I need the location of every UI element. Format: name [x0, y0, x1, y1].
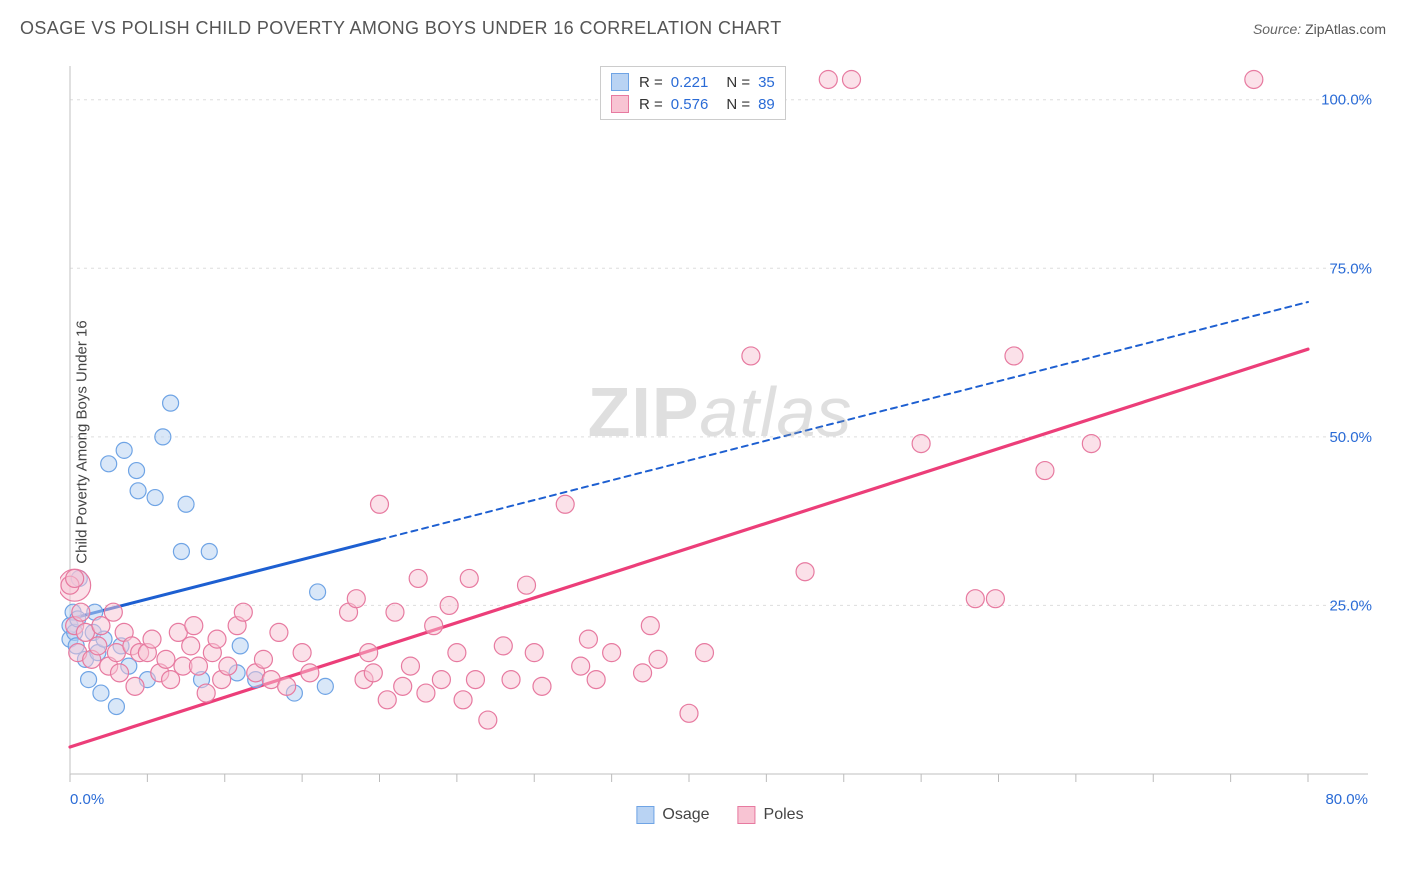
source-link[interactable]: ZipAtlas.com	[1305, 21, 1386, 37]
correlation-legend-row: R = 0.221 N = 35	[611, 71, 775, 93]
svg-text:25.0%: 25.0%	[1329, 597, 1372, 614]
chart-area: Child Poverty Among Boys Under 16 0.0% 80…	[60, 62, 1380, 822]
legend-swatch	[738, 806, 756, 824]
svg-text:100.0%: 100.0%	[1321, 92, 1372, 109]
n-value: 89	[758, 96, 775, 113]
source-attribution: Source: ZipAtlas.com	[1253, 21, 1386, 37]
r-value: 0.221	[671, 74, 709, 91]
header: OSAGE VS POLISH CHILD POVERTY AMONG BOYS…	[20, 18, 1386, 39]
series-legend-item[interactable]: Osage	[636, 806, 709, 824]
svg-text:75.0%: 75.0%	[1329, 260, 1372, 277]
series-legend-label: Osage	[662, 806, 709, 824]
series-legend-label: Poles	[764, 806, 804, 824]
chart-title: OSAGE VS POLISH CHILD POVERTY AMONG BOYS…	[20, 18, 782, 39]
r-label: R =	[639, 74, 663, 91]
source-label: Source:	[1253, 21, 1305, 37]
legend-swatch	[611, 73, 629, 91]
correlation-legend-row: R = 0.576 N = 89	[611, 93, 775, 115]
svg-text:50.0%: 50.0%	[1329, 429, 1372, 446]
legend-swatch	[611, 95, 629, 113]
svg-text:0.0%: 0.0%	[70, 791, 104, 808]
n-label: N =	[726, 74, 750, 91]
series-legend-item[interactable]: Poles	[738, 806, 804, 824]
scatter-chart: 0.0% 80.0% 25.0% 50.0% 75.0% 100.0%	[60, 62, 1380, 822]
y-axis-label: Child Poverty Among Boys Under 16	[74, 320, 91, 563]
r-label: R =	[639, 96, 663, 113]
series-legend: Osage Poles	[636, 806, 803, 824]
r-value: 0.576	[671, 96, 709, 113]
svg-text:80.0%: 80.0%	[1325, 791, 1368, 808]
n-value: 35	[758, 74, 775, 91]
legend-swatch	[636, 806, 654, 824]
n-label: N =	[726, 96, 750, 113]
correlation-legend: R = 0.221 N = 35 R = 0.576 N = 89	[600, 66, 786, 120]
